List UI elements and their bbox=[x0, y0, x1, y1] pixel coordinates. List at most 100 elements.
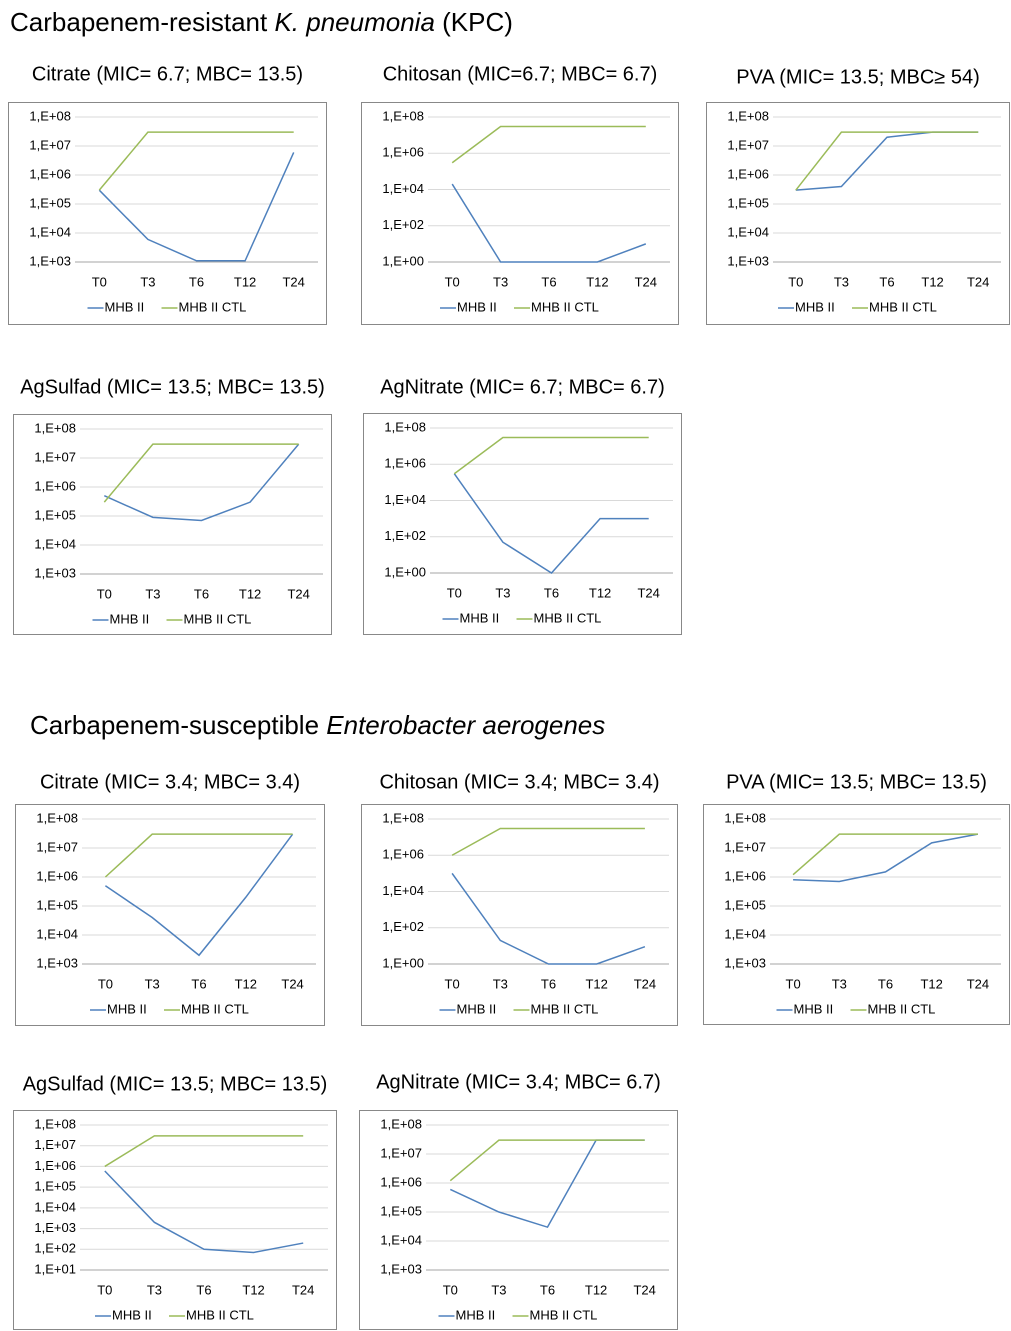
y-tick-label: 1,E+00 bbox=[382, 253, 424, 268]
y-tick-label: 1,E+04 bbox=[34, 536, 76, 551]
y-tick-label: 1,E+04 bbox=[384, 492, 426, 507]
series-line bbox=[793, 833, 979, 883]
x-tick-label: T6 bbox=[879, 274, 894, 289]
x-tick-label: T24 bbox=[634, 976, 656, 991]
y-tick-label: 1,E+05 bbox=[36, 897, 78, 912]
x-tick-label: T3 bbox=[491, 1282, 506, 1297]
x-tick-label: T6 bbox=[541, 976, 556, 991]
legend-label: MHB II CTL bbox=[181, 1001, 249, 1016]
y-tick-label: 1,E+07 bbox=[724, 839, 766, 854]
series-line bbox=[449, 1139, 645, 1229]
x-tick-label: T6 bbox=[196, 1282, 211, 1297]
x-tick-label: T0 bbox=[445, 976, 460, 991]
y-tick-label: 1,E+05 bbox=[34, 507, 76, 522]
chart-title: Citrate (MIC= 6.7; MBC= 13.5) bbox=[32, 63, 303, 85]
x-tick-label: T24 bbox=[967, 976, 989, 991]
section-title: Carbapenem-susceptible Enterobacter aero… bbox=[30, 710, 605, 740]
x-tick-label: T24 bbox=[292, 1282, 314, 1297]
section-title-part: Carbapenem-resistant bbox=[10, 7, 274, 37]
y-tick-label: 1,E+06 bbox=[380, 1174, 422, 1189]
x-tick-label: T0 bbox=[445, 274, 460, 289]
y-tick-label: 1,E+04 bbox=[29, 224, 71, 239]
y-tick-label: 1,E+08 bbox=[36, 810, 78, 825]
legend-label: MHB II CTL bbox=[531, 1001, 599, 1016]
chart-frame bbox=[13, 414, 332, 635]
y-tick-label: 1,E+08 bbox=[384, 419, 426, 434]
chart-frame bbox=[359, 1110, 678, 1330]
x-tick-label: T3 bbox=[495, 585, 510, 600]
y-tick-label: 1,E+01 bbox=[34, 1261, 76, 1276]
chart-frame bbox=[8, 102, 327, 325]
y-tick-label: 1,E+04 bbox=[36, 926, 78, 941]
legend-label: MHB II bbox=[112, 1307, 152, 1322]
y-tick-label: 1,E+06 bbox=[34, 1158, 76, 1173]
y-tick-label: 1,E+07 bbox=[34, 449, 76, 464]
series-line bbox=[104, 1135, 304, 1168]
x-tick-label: T3 bbox=[140, 274, 155, 289]
y-tick-label: 1,E+08 bbox=[34, 1116, 76, 1131]
section-title-part: K. pneumonia bbox=[274, 7, 434, 37]
chart-title: PVA (MIC= 13.5; MBC= 13.5) bbox=[726, 771, 987, 793]
series-line bbox=[98, 131, 294, 191]
y-tick-label: 1,E+03 bbox=[34, 565, 76, 580]
series-line bbox=[103, 443, 300, 522]
x-tick-label: T12 bbox=[589, 585, 611, 600]
series-line bbox=[453, 436, 649, 475]
y-tick-label: 1,E+06 bbox=[34, 478, 76, 493]
legend-label: MHB II CTL bbox=[868, 1001, 936, 1016]
y-tick-label: 1,E+05 bbox=[380, 1203, 422, 1218]
chart-title: PVA (MIC= 13.5; MBC≥ 54) bbox=[736, 66, 979, 88]
legend-label: MHB II CTL bbox=[534, 610, 602, 625]
x-tick-label: T6 bbox=[191, 976, 206, 991]
y-tick-label: 1,E+06 bbox=[382, 145, 424, 160]
x-tick-label: T3 bbox=[493, 976, 508, 991]
y-tick-label: 1,E+07 bbox=[380, 1145, 422, 1160]
y-tick-label: 1,E+06 bbox=[29, 166, 71, 181]
y-tick-label: 1,E+08 bbox=[29, 108, 71, 123]
series-line bbox=[451, 827, 645, 856]
section-title: Carbapenem-resistant K. pneumonia (KPC) bbox=[10, 7, 513, 37]
legend-label: MHB II bbox=[457, 299, 497, 314]
y-tick-label: 1,E+03 bbox=[34, 1220, 76, 1235]
x-tick-label: T12 bbox=[920, 976, 942, 991]
legend-label: MHB II bbox=[105, 299, 145, 314]
x-tick-label: T0 bbox=[92, 274, 107, 289]
y-tick-label: 1,E+02 bbox=[384, 528, 426, 543]
series-line bbox=[449, 1139, 645, 1182]
legend-label: MHB II CTL bbox=[531, 299, 599, 314]
legend-label: MHB II bbox=[110, 611, 150, 626]
y-tick-label: 1,E+06 bbox=[36, 868, 78, 883]
series-line bbox=[451, 183, 647, 263]
chart-frame bbox=[363, 413, 682, 635]
x-tick-label: T12 bbox=[921, 274, 943, 289]
x-tick-label: T3 bbox=[145, 586, 160, 601]
series-line bbox=[104, 833, 293, 878]
x-tick-label: T12 bbox=[242, 1282, 264, 1297]
chart-frame bbox=[703, 804, 1010, 1025]
x-tick-label: T24 bbox=[281, 976, 303, 991]
section-title-part: (KPC) bbox=[435, 7, 513, 37]
x-tick-label: T24 bbox=[287, 586, 309, 601]
x-tick-label: T0 bbox=[786, 976, 801, 991]
legend-label: MHB II bbox=[456, 1307, 496, 1322]
chart-title: AgNitrate (MIC= 6.7; MBC= 6.7) bbox=[380, 376, 665, 398]
x-tick-label: T6 bbox=[189, 274, 204, 289]
chart-title: Chitosan (MIC=6.7; MBC= 6.7) bbox=[383, 63, 658, 85]
y-tick-label: 1,E+08 bbox=[382, 810, 424, 825]
x-tick-label: T6 bbox=[878, 976, 893, 991]
x-tick-label: T3 bbox=[147, 1282, 162, 1297]
y-tick-label: 1,E+03 bbox=[724, 955, 766, 970]
y-tick-label: 1,E+05 bbox=[29, 195, 71, 210]
x-tick-label: T6 bbox=[540, 1282, 555, 1297]
chart-title: Chitosan (MIC= 3.4; MBC= 3.4) bbox=[379, 771, 659, 793]
x-tick-label: T0 bbox=[447, 585, 462, 600]
x-tick-label: T3 bbox=[834, 274, 849, 289]
x-tick-label: T0 bbox=[97, 586, 112, 601]
y-tick-label: 1,E+04 bbox=[380, 1232, 422, 1247]
y-tick-label: 1,E+03 bbox=[36, 955, 78, 970]
legend-label: MHB II bbox=[794, 1001, 834, 1016]
x-tick-label: T3 bbox=[493, 274, 508, 289]
chart-title: Citrate (MIC= 3.4; MBC= 3.4) bbox=[40, 771, 300, 793]
x-tick-label: T24 bbox=[967, 274, 989, 289]
series-line bbox=[792, 833, 978, 876]
